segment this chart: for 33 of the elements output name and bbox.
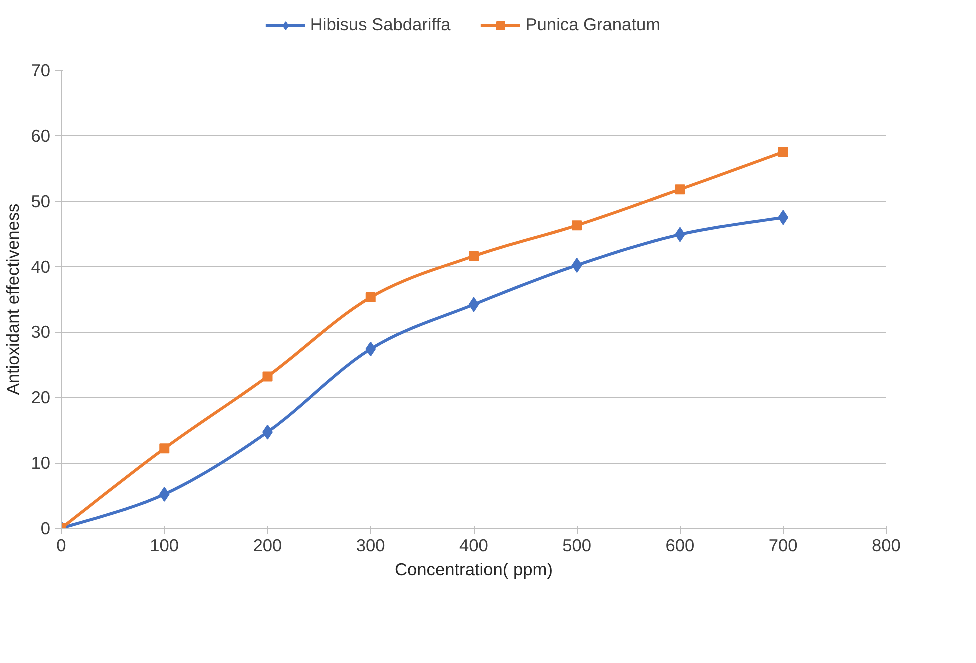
x-tick-label: 800 — [872, 536, 901, 556]
y-tick-label: 60 — [31, 126, 51, 146]
point — [572, 258, 582, 273]
y-tick-label: 50 — [31, 191, 51, 212]
point — [469, 251, 479, 262]
legend-label: Punica Granatum — [526, 14, 661, 36]
y-tick-label: 40 — [31, 256, 51, 277]
y-tick-label: 0 — [40, 518, 51, 538]
y-tick-label: 70 — [31, 60, 51, 80]
point — [160, 444, 170, 454]
point — [159, 486, 170, 502]
y-tick-label: 10 — [31, 453, 51, 474]
x-tick-label: 700 — [768, 536, 798, 556]
point — [468, 297, 480, 312]
point — [366, 292, 376, 303]
y-tick-label: 30 — [31, 322, 51, 342]
x-tick-label: 400 — [460, 536, 488, 556]
x-tick-label: 500 — [562, 536, 592, 556]
x-tick-label: 600 — [666, 536, 695, 556]
point — [572, 220, 582, 231]
point — [675, 184, 686, 195]
x-tick-label: 0 — [56, 536, 66, 556]
x-tick-label: 300 — [356, 536, 386, 556]
y-axis-title: Antioxidant effectiveness — [3, 203, 24, 396]
point — [366, 342, 376, 357]
x-axis-title: Concentration( ppm) — [395, 560, 553, 580]
point — [778, 210, 789, 226]
legend-label: Hibisus Sabdariffa — [310, 14, 451, 36]
y-tick-label: 20 — [31, 388, 51, 408]
point — [262, 372, 273, 382]
point — [778, 147, 788, 158]
x-tick-label: 100 — [150, 536, 180, 556]
x-tick-label: 200 — [253, 536, 282, 556]
